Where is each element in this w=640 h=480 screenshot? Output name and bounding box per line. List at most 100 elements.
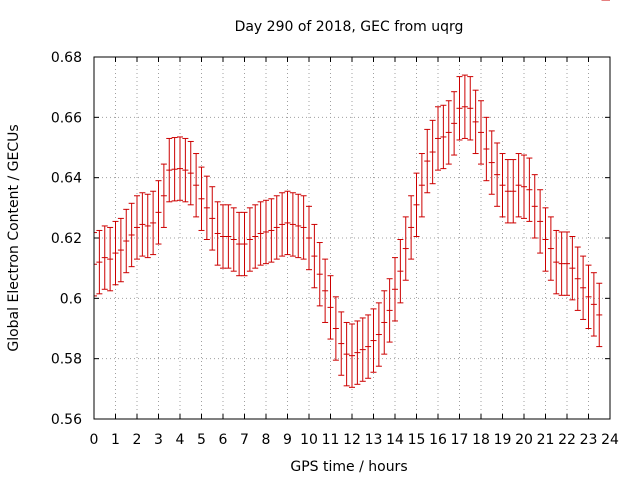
x-tick-label: 17 (451, 432, 469, 448)
data-point (322, 258, 329, 323)
data-point (494, 142, 501, 207)
data-point (354, 320, 361, 385)
data-point (332, 296, 339, 361)
x-tick-label: 14 (386, 432, 404, 448)
data-point (478, 100, 484, 165)
data-point (542, 207, 549, 272)
chart-title: Day 290 of 2018, GEC from uqrg (235, 19, 464, 35)
data-point (273, 195, 280, 260)
data-point (596, 282, 603, 348)
data-point (171, 137, 178, 202)
data-point (408, 195, 415, 260)
y-axis-label: Global Electron Content / GECUs (6, 124, 22, 351)
y-tick-label: 0.68 (51, 50, 82, 66)
data-point (214, 201, 221, 266)
data-point (123, 208, 130, 274)
data-point (300, 195, 307, 260)
x-tick-label: 12 (343, 432, 361, 448)
data-point (590, 272, 597, 337)
data-point (257, 201, 264, 266)
data-point (160, 163, 167, 228)
data-point (187, 140, 194, 206)
data-point (101, 225, 108, 290)
x-tick-label: 22 (558, 432, 576, 448)
data-point (531, 174, 538, 239)
data-point (375, 302, 382, 367)
x-tick-label: 8 (262, 432, 271, 448)
x-tick-label: 0 (90, 432, 99, 448)
data-point (365, 314, 372, 379)
data-point (230, 207, 237, 272)
data-point (564, 231, 570, 296)
data-point (521, 154, 527, 219)
data-point (526, 157, 533, 222)
data-point (112, 220, 119, 286)
y-tick-label: 0.56 (51, 412, 82, 428)
axis-ticks: 0 1 2 3 4 5 6 7 8 9 10 11 12 13 14 15 16 17 18 19 20 21 22 23 24… (51, 50, 619, 448)
data-point (128, 202, 135, 268)
data-point (117, 217, 124, 283)
data-point (445, 100, 452, 165)
data-point (107, 226, 114, 292)
x-tick-label: 10 (300, 432, 318, 448)
data-series (93, 0, 610, 388)
x-tick-label: 1 (111, 432, 120, 448)
data-point (150, 190, 157, 256)
data-point (467, 76, 474, 141)
data-point (569, 235, 576, 301)
data-point (263, 199, 269, 265)
x-tick-label: 24 (601, 432, 619, 448)
data-point (203, 175, 210, 241)
data-point (472, 89, 479, 155)
data-point (574, 246, 581, 311)
x-tick-label: 7 (240, 432, 249, 448)
data-point (418, 153, 425, 218)
data-point (246, 207, 253, 272)
data-point (402, 216, 409, 281)
y-tick-label: 0.62 (51, 231, 82, 247)
data-point (370, 308, 377, 373)
y-tick-label: 0.64 (51, 171, 82, 187)
x-tick-label: 5 (197, 432, 206, 448)
x-tick-label: 11 (322, 432, 340, 448)
data-point (558, 231, 565, 296)
data-point (327, 275, 334, 340)
data-point (252, 204, 259, 269)
data-point (241, 211, 248, 277)
data-point (510, 159, 517, 224)
data-point (413, 172, 420, 237)
data-point (483, 116, 490, 182)
x-tick-label: 18 (472, 432, 490, 448)
x-tick-label: 19 (494, 432, 512, 448)
data-point (295, 193, 302, 259)
x-tick-label: 3 (154, 432, 163, 448)
x-tick-label: 21 (537, 432, 555, 448)
data-point (338, 311, 345, 376)
data-point (311, 223, 318, 289)
x-tick-label: 9 (283, 432, 292, 448)
data-point (515, 153, 522, 218)
data-point (397, 239, 404, 304)
data-point (349, 323, 355, 388)
data-point (96, 229, 103, 295)
y-tick-label: 0.66 (51, 110, 82, 126)
data-point (499, 153, 506, 218)
x-tick-label: 6 (219, 432, 228, 448)
data-point (220, 204, 226, 269)
data-point (386, 278, 393, 343)
data-point (177, 136, 183, 201)
y-tick-label: 0.6 (60, 291, 82, 307)
data-point (182, 137, 189, 203)
data-point (537, 189, 544, 254)
data-point (306, 205, 312, 271)
data-point (134, 195, 140, 260)
data-point (268, 198, 275, 263)
data-point (209, 186, 216, 251)
data-point (580, 255, 587, 320)
x-tick-label: 23 (580, 432, 598, 448)
plot-frame (93, 56, 611, 420)
data-point (155, 180, 162, 245)
data-point (225, 204, 232, 269)
data-point (440, 104, 447, 170)
data-point (139, 192, 146, 257)
